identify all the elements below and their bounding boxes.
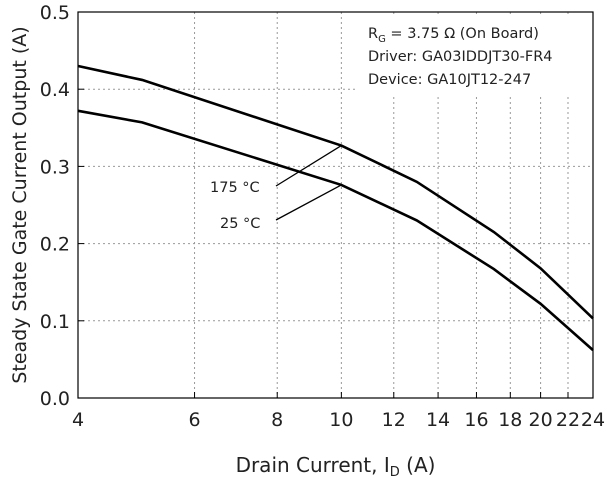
x-tick-label: 4 bbox=[72, 409, 84, 431]
x-tick-label: 24 bbox=[581, 409, 605, 431]
x-tick-label: 22 bbox=[556, 409, 580, 431]
y-tick-label: 0.4 bbox=[40, 79, 70, 101]
x-tick-label: 10 bbox=[329, 409, 353, 431]
x-tick-label: 12 bbox=[382, 409, 406, 431]
x-tick-label: 6 bbox=[188, 409, 200, 431]
x-axis-label-part: (A) bbox=[400, 453, 436, 477]
x-tick-label: 20 bbox=[529, 409, 553, 431]
x-axis-label-subscript: D bbox=[390, 465, 400, 479]
x-tick-label: 14 bbox=[426, 409, 450, 431]
y-tick-label: 0.1 bbox=[40, 311, 70, 333]
annotation: Driver: GA03IDDJT30-FR4 bbox=[368, 49, 553, 65]
y-tick-label: 0.3 bbox=[40, 156, 70, 178]
data-line bbox=[77, 109, 594, 352]
x-axis-label: Drain Current, ID (A) bbox=[236, 453, 436, 479]
series-label: 175 °C bbox=[210, 180, 260, 196]
x-axis-label-part: Drain Current, I bbox=[236, 453, 390, 477]
leader-line bbox=[275, 184, 342, 221]
annotation-subscript: G bbox=[378, 34, 386, 45]
annotation-part: Driver: GA03IDDJT30-FR4 bbox=[368, 49, 553, 65]
annotation-part: R bbox=[368, 26, 378, 42]
plot-frame bbox=[77, 11, 594, 399]
y-tick-label: 0.0 bbox=[40, 388, 70, 410]
series-label: 25 °C bbox=[220, 216, 260, 232]
x-tick-label: 18 bbox=[498, 409, 522, 431]
annotation-part: Device: GA10JT12-247 bbox=[368, 72, 531, 88]
data-line bbox=[77, 64, 594, 320]
annotation-part: = 3.75 Ω (On Board) bbox=[386, 26, 539, 42]
annotation: Device: GA10JT12-247 bbox=[368, 72, 531, 88]
annotation: RG = 3.75 Ω (On Board) bbox=[368, 26, 539, 45]
y-tick-label: 0.5 bbox=[40, 2, 70, 24]
y-axis-label: Steady State Gate Current Output (A) bbox=[9, 26, 31, 383]
leader-line bbox=[275, 145, 342, 187]
annotation-box bbox=[358, 16, 590, 96]
x-tick-label: 16 bbox=[464, 409, 488, 431]
x-tick-label: 8 bbox=[271, 409, 283, 431]
y-tick-label: 0.2 bbox=[40, 234, 70, 256]
